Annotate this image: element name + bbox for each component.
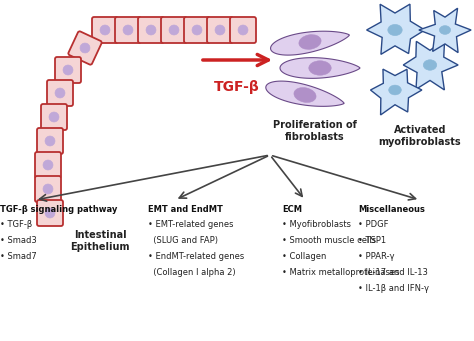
- Ellipse shape: [123, 25, 133, 35]
- Text: TGF-β signaling pathway: TGF-β signaling pathway: [0, 205, 118, 214]
- Ellipse shape: [439, 26, 451, 34]
- FancyBboxPatch shape: [35, 176, 61, 202]
- Ellipse shape: [43, 184, 53, 194]
- Text: • EndMT-related genes: • EndMT-related genes: [148, 252, 244, 261]
- Text: Activated
myofibroblasts: Activated myofibroblasts: [379, 125, 461, 147]
- Polygon shape: [419, 8, 471, 53]
- Text: EMT and EndMT: EMT and EndMT: [148, 205, 223, 214]
- Ellipse shape: [192, 25, 202, 35]
- Ellipse shape: [49, 112, 59, 122]
- Text: Intestinal
Epithelium: Intestinal Epithelium: [70, 230, 130, 252]
- FancyBboxPatch shape: [68, 31, 102, 65]
- FancyBboxPatch shape: [55, 57, 81, 83]
- Ellipse shape: [388, 25, 402, 35]
- Polygon shape: [280, 58, 360, 78]
- Text: • PDGF: • PDGF: [358, 220, 389, 229]
- FancyBboxPatch shape: [138, 17, 164, 43]
- FancyBboxPatch shape: [207, 17, 233, 43]
- Ellipse shape: [100, 25, 110, 35]
- Text: Proliferation of
fibroblasts: Proliferation of fibroblasts: [273, 120, 357, 142]
- Ellipse shape: [215, 25, 225, 35]
- Text: • Collagen: • Collagen: [282, 252, 327, 261]
- Ellipse shape: [45, 136, 55, 146]
- FancyBboxPatch shape: [35, 152, 61, 178]
- Polygon shape: [271, 31, 349, 55]
- Text: • Matrix metalloproteinases: • Matrix metalloproteinases: [282, 268, 400, 277]
- Text: • TSP1: • TSP1: [358, 236, 386, 245]
- Ellipse shape: [238, 25, 248, 35]
- Ellipse shape: [63, 65, 73, 75]
- Text: • IL-17 and IL-13: • IL-17 and IL-13: [358, 268, 428, 277]
- Ellipse shape: [294, 88, 316, 102]
- Ellipse shape: [55, 88, 65, 98]
- Ellipse shape: [423, 60, 437, 70]
- FancyBboxPatch shape: [37, 200, 63, 226]
- Text: • Smad3: • Smad3: [0, 236, 37, 245]
- Text: (Collagen I alpha 2): (Collagen I alpha 2): [148, 268, 236, 277]
- Text: • Smad7: • Smad7: [0, 252, 37, 261]
- FancyBboxPatch shape: [92, 17, 118, 43]
- FancyBboxPatch shape: [184, 17, 210, 43]
- Polygon shape: [266, 81, 344, 106]
- Text: (SLUG and FAP): (SLUG and FAP): [148, 236, 218, 245]
- Polygon shape: [366, 4, 425, 54]
- Text: • Myofibroblasts: • Myofibroblasts: [282, 220, 351, 229]
- Text: Miscellaneous: Miscellaneous: [358, 205, 425, 214]
- Ellipse shape: [389, 85, 401, 95]
- Ellipse shape: [309, 61, 331, 75]
- Ellipse shape: [299, 35, 321, 49]
- Ellipse shape: [80, 43, 90, 53]
- Polygon shape: [403, 40, 458, 90]
- Text: TGF-β: TGF-β: [214, 80, 260, 94]
- Ellipse shape: [169, 25, 179, 35]
- FancyBboxPatch shape: [161, 17, 187, 43]
- FancyBboxPatch shape: [230, 17, 256, 43]
- Text: • EMT-related genes: • EMT-related genes: [148, 220, 234, 229]
- FancyBboxPatch shape: [37, 128, 63, 154]
- FancyBboxPatch shape: [41, 104, 67, 130]
- Polygon shape: [371, 69, 422, 115]
- Text: • PPAR-γ: • PPAR-γ: [358, 252, 394, 261]
- Text: ECM: ECM: [282, 205, 302, 214]
- FancyBboxPatch shape: [115, 17, 141, 43]
- Ellipse shape: [45, 208, 55, 218]
- Ellipse shape: [146, 25, 156, 35]
- Text: • Smooth muscle cells: • Smooth muscle cells: [282, 236, 376, 245]
- Text: • TGF-β: • TGF-β: [0, 220, 32, 229]
- Ellipse shape: [43, 160, 53, 170]
- FancyBboxPatch shape: [47, 80, 73, 106]
- Text: • IL-1β and IFN-γ: • IL-1β and IFN-γ: [358, 284, 429, 293]
